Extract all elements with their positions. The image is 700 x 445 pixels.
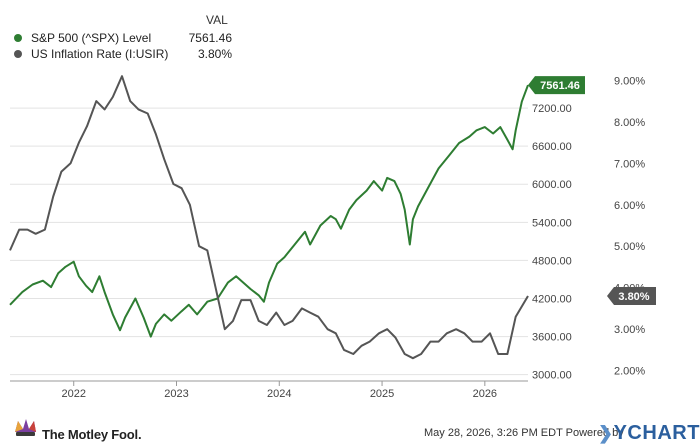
x-tick-label: 2024 <box>267 388 291 400</box>
plot-area <box>10 62 528 381</box>
legend-name-usir: US Inflation Rate (I:USIR) <box>31 47 169 61</box>
legend-value-spx: 7561.46 <box>188 31 232 45</box>
end-label-flag-spx <box>528 76 585 95</box>
y-left-tick-label: 3600.00 <box>532 332 572 344</box>
y-left-tick-label: 7200.00 <box>532 103 572 115</box>
y-right-tick-label: 3.00% <box>614 324 645 336</box>
legend-dot-usir <box>14 50 22 58</box>
y-right-tick-label: 2.00% <box>614 366 645 378</box>
legend-value-usir: 3.80% <box>197 47 232 61</box>
ycharts-icon: ❯ <box>598 423 614 443</box>
legend-dot-spx <box>14 34 22 42</box>
footer: The Motley Fool. May 28, 2026, 3:26 PM E… <box>0 410 700 445</box>
y-right-tick-label: 7.00% <box>614 158 645 170</box>
y-left-tick-label: 4800.00 <box>532 255 572 267</box>
ycharts-logo: ❯YCHARTS <box>598 422 700 445</box>
y-left-tick-label: 5400.00 <box>532 217 572 229</box>
legend-item-usir: US Inflation Rate (I:USIR) 3.80% <box>14 46 232 62</box>
end-label-usir: 3.80% <box>618 291 649 303</box>
line-chart: 3000.00 3600.00 4200.00 4800.00 5400.00 6000.… <box>9 62 656 400</box>
legend-value-header: VAL <box>206 13 228 27</box>
end-label-spx: 7561.46 <box>540 80 580 92</box>
motley-fool-jester-icon <box>15 419 36 436</box>
end-label-flag-usir <box>607 286 656 305</box>
legend-name-spx: S&P 500 (^SPX) Level <box>31 31 152 45</box>
y-right-tick-label: 6.00% <box>614 200 645 212</box>
y-left-tick-label: 3000.00 <box>532 370 572 382</box>
y-left-tick-label: 6000.00 <box>532 179 572 191</box>
chart-legend: VAL S&P 500 (^SPX) Level 7561.46 US Infl… <box>0 0 250 62</box>
legend-item-spx: S&P 500 (^SPX) Level 7561.46 <box>14 30 232 46</box>
footer-timestamp: May 28, 2026, 3:26 PM EDT Powered by <box>424 427 624 439</box>
y-right-tick-label: 9.00% <box>614 75 645 87</box>
motley-fool-logo: The Motley Fool. <box>42 427 142 442</box>
x-tick-label: 2022 <box>61 388 85 400</box>
ycharts-wordmark: YCHARTS <box>613 422 700 444</box>
y-right-tick-label: 8.00% <box>614 117 645 129</box>
series-line-spx <box>9 84 529 338</box>
series-line-usir <box>9 75 529 360</box>
y-right-tick-label: 5.00% <box>614 241 645 253</box>
x-tick-label: 2023 <box>164 388 188 400</box>
y-left-tick-label: 6600.00 <box>532 141 572 153</box>
x-tick-label: 2026 <box>473 388 497 400</box>
y-left-tick-label: 4200.00 <box>532 293 572 305</box>
x-tick-label: 2025 <box>370 388 394 400</box>
